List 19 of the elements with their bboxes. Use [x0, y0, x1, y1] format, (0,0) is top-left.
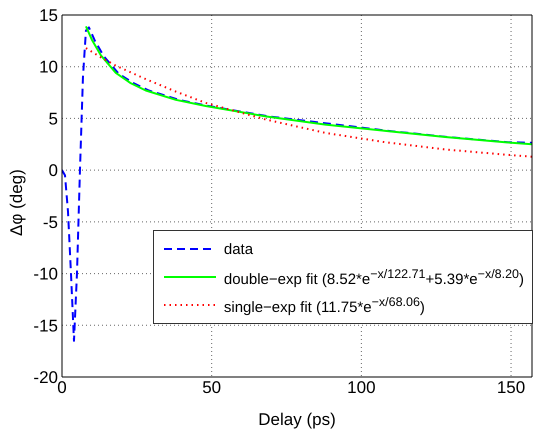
x-tick-label: 150: [496, 378, 526, 398]
y-tick-label: -5: [42, 212, 58, 232]
y-tick-label: 15: [39, 6, 58, 26]
x-tick-label: 100: [347, 378, 376, 398]
y-tick-label: -10: [33, 264, 58, 284]
line-series: [84, 25, 532, 146]
legend-label: single−exp fit (11.75*e$^{−x/68.06}$): [224, 294, 425, 316]
y-tick-label: 10: [39, 58, 58, 77]
line-series: [62, 26, 532, 342]
x-axis-title: Delay (ps): [258, 410, 336, 429]
y-tick-label: 5: [48, 109, 58, 128]
y-axis-title: Δφ (deg): [7, 169, 26, 236]
legend-label: double−exp fit (8.52*e$^{−x/122.71}$+5.39*e$^{−x/8.20}$): [224, 266, 524, 288]
legend-label: data: [224, 240, 254, 258]
y-tick-label: -15: [33, 316, 58, 336]
line-series: [84, 47, 532, 158]
y-tick-label: 0: [48, 161, 58, 180]
y-tick-label: -20: [33, 368, 58, 388]
x-tick-label: 50: [202, 378, 222, 398]
